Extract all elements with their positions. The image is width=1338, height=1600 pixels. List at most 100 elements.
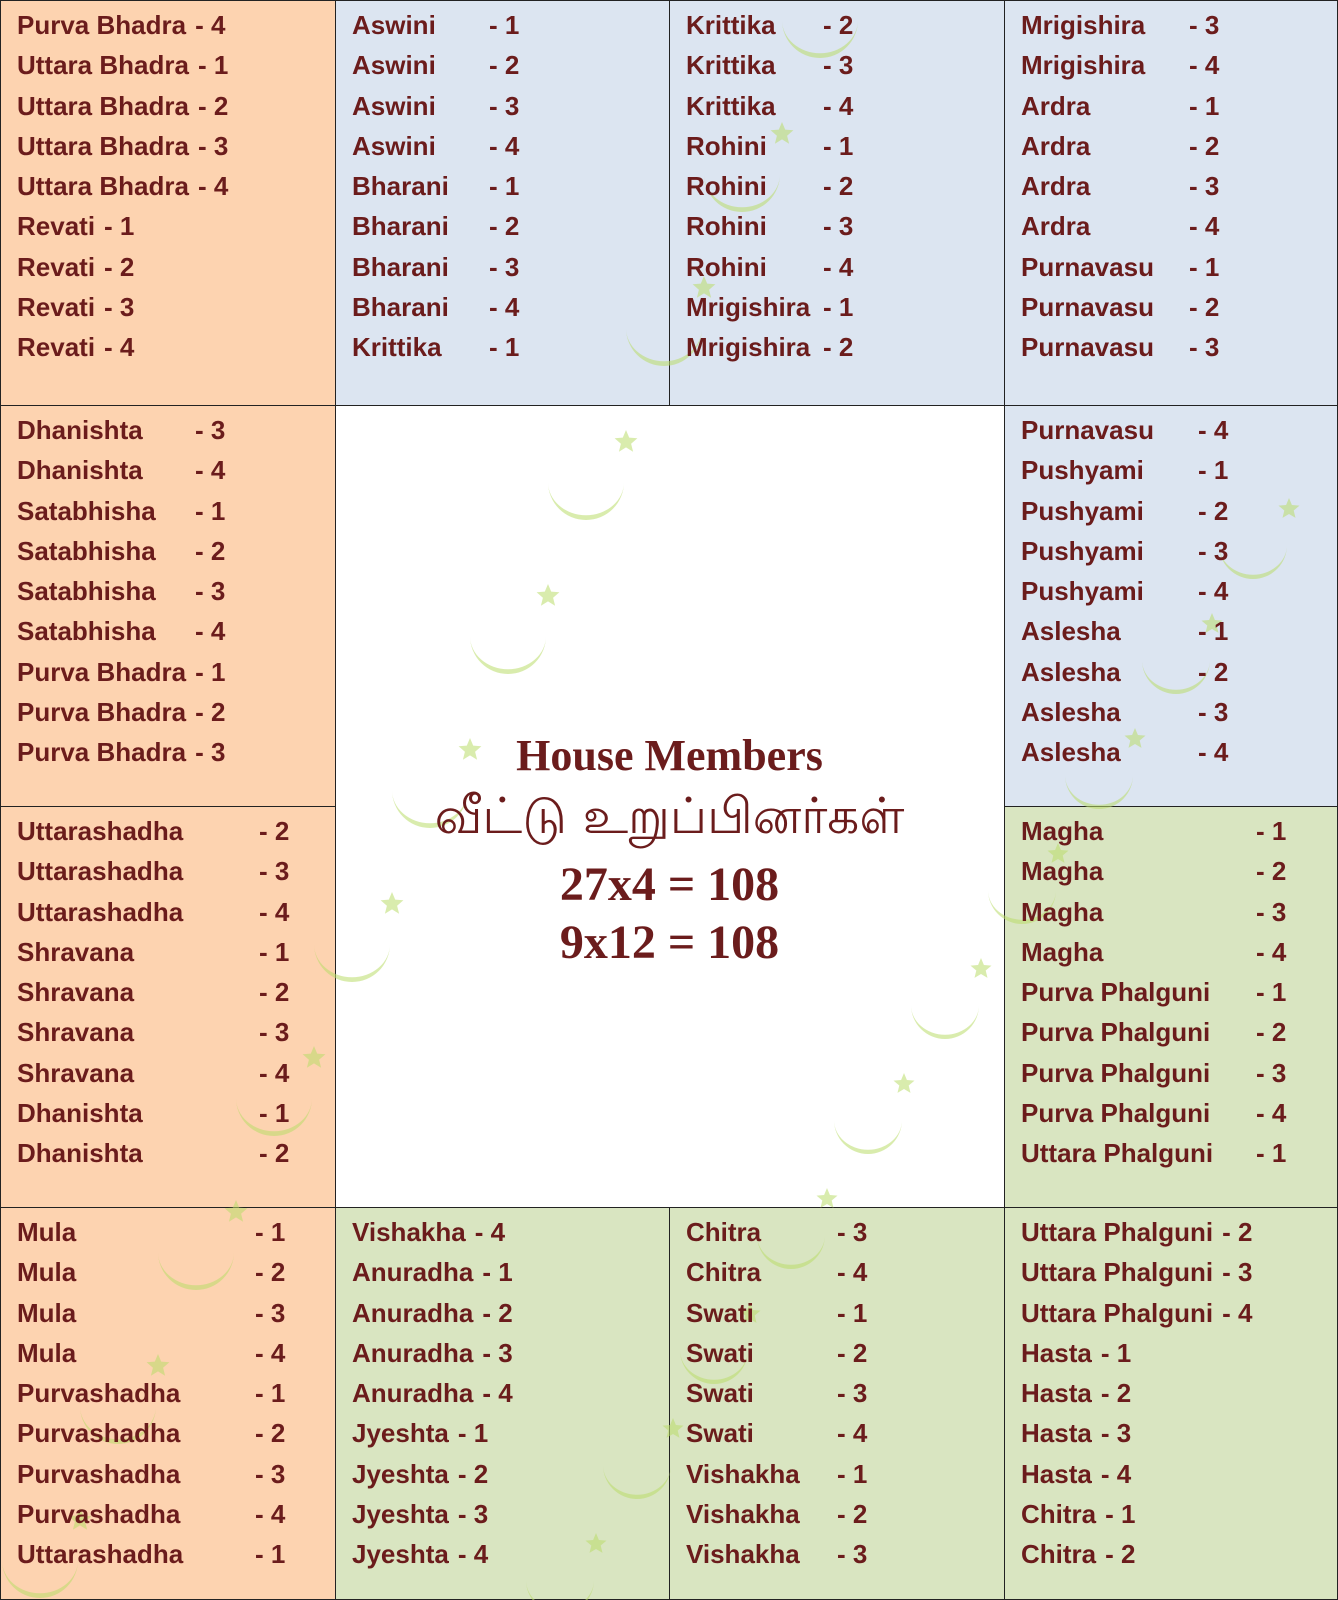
nakshatra-pada: Ardra - 4 — [1021, 206, 1337, 246]
nakshatra-pada: Jyeshta - 4 — [352, 1534, 669, 1574]
nakshatra-pada: Mula - 1 — [17, 1212, 335, 1252]
pada-number: - 3 — [195, 737, 226, 768]
nakshatra-pada: Magha - 3 — [1021, 892, 1337, 932]
nakshatra-name: Aswini — [352, 90, 436, 121]
nakshatra-name: Krittika — [686, 10, 776, 40]
nakshatra-pada: Mula - 3 — [17, 1293, 335, 1333]
pada-number: - 4 — [195, 10, 226, 40]
nakshatra-pada: Dhanishta - 3 — [17, 410, 335, 450]
nakshatra-pada: Vishakha - 1 — [686, 1454, 1004, 1494]
nakshatra-name: Satabhisha — [17, 535, 156, 566]
nakshatra-name: Uttara Bhadra — [17, 171, 189, 202]
nakshatra-pada: Satabhisha - 2 — [17, 531, 335, 571]
pada-number: - 4 — [104, 332, 135, 363]
nakshatra-pada: Revati - 1 — [17, 206, 335, 246]
nakshatra-name: Jyeshta — [352, 1418, 449, 1449]
nakshatra-pada: Hasta - 3 — [1021, 1413, 1337, 1453]
pada-number: - 3 — [837, 1539, 868, 1570]
nakshatra-pada: Pushyami - 1 — [1021, 450, 1337, 490]
pada-number: - 1 — [255, 1539, 286, 1570]
pada-number: - 1 — [259, 1098, 290, 1129]
pada-number: - 1 — [197, 50, 229, 81]
nakshatra-pada: Swati - 4 — [686, 1413, 1004, 1453]
nakshatra-pada: Purva Phalguni - 2 — [1021, 1012, 1337, 1052]
nakshatra-pada: Uttarashadha - 4 — [17, 892, 335, 932]
nakshatra-name: Mula — [17, 1257, 77, 1288]
nakshatra-name: Swati — [686, 1418, 754, 1449]
nakshatra-name: Dhanishta — [17, 1138, 143, 1169]
nakshatra-pada: Satabhisha - 3 — [17, 571, 335, 611]
nakshatra-name: Revati — [17, 332, 96, 363]
pada-number: - 2 — [1198, 495, 1229, 526]
nakshatra-pada: Satabhisha - 4 — [17, 611, 335, 651]
nakshatra-name: Bharani — [352, 292, 449, 323]
pada-number: - 1 — [1100, 1337, 1132, 1368]
pada-number: - 1 — [195, 495, 226, 526]
pada-number: - 3 — [255, 1458, 286, 1489]
nakshatra-pada: Pushyami - 3 — [1021, 531, 1337, 571]
nakshatra-pada: Uttara Phalguni - 1 — [1021, 1133, 1337, 1173]
nakshatra-name: Purva Phalguni — [1021, 1017, 1211, 1048]
pada-number: - 3 — [195, 576, 226, 607]
nakshatra-pada: Uttara Bhadra - 3 — [17, 126, 335, 166]
pada-number: - 1 — [1198, 616, 1229, 647]
pada-number: - 4 — [1100, 1458, 1132, 1489]
pada-number: - 3 — [259, 1017, 290, 1048]
pada-number: - 2 — [1105, 1539, 1136, 1570]
pada-number: - 3 — [837, 1378, 868, 1409]
nakshatra-name: Purvashadha — [17, 1418, 181, 1449]
nakshatra-name: Mula — [17, 1337, 77, 1368]
nakshatra-pada: Vishakha - 3 — [686, 1534, 1004, 1574]
nakshatra-name: Magha — [1021, 856, 1104, 887]
nakshatra-pada: Aswini - 2 — [352, 45, 669, 85]
pada-number: - 2 — [482, 1297, 513, 1328]
nakshatra-pada: Uttarashadha - 2 — [17, 811, 335, 851]
pada-number: - 1 — [489, 10, 520, 40]
pada-number: - 4 — [474, 1217, 506, 1247]
pada-number: - 4 — [837, 1418, 868, 1449]
pada-number: - 4 — [197, 171, 229, 202]
nakshatra-name: Shravana — [17, 1057, 135, 1088]
nakshatra-name: Revati — [17, 211, 96, 242]
nakshatra-pada: Krittika - 1 — [352, 327, 669, 367]
nakshatra-pada: Purnavasu - 2 — [1021, 287, 1337, 327]
nakshatra-name: Aswini — [352, 10, 436, 40]
nakshatra-name: Revati — [17, 251, 96, 282]
pada-number: - 2 — [255, 1257, 286, 1288]
nakshatra-name: Pushyami — [1021, 495, 1144, 526]
pada-number: - 3 — [104, 292, 135, 323]
nakshatra-pada: Hasta - 4 — [1021, 1454, 1337, 1494]
nakshatra-pada: Anuradha - 3 — [352, 1333, 669, 1373]
nakshatra-pada: Magha - 1 — [1021, 811, 1337, 851]
nakshatra-pada: Rohini - 3 — [686, 206, 1004, 246]
pada-number: - 3 — [1100, 1418, 1132, 1449]
nakshatra-name: Uttara Phalguni — [1021, 1217, 1214, 1247]
pada-number: - 2 — [197, 90, 229, 121]
pada-number: - 1 — [1256, 816, 1287, 846]
nakshatra-pada: Chitra - 1 — [1021, 1494, 1337, 1534]
nakshatra-name: Uttarashadha — [17, 1539, 184, 1570]
house-libra: Chitra - 3 Chitra - 4 Swati - 1 Swati - 2 Swati -… — [669, 1207, 1005, 1600]
nakshatra-name: Mula — [17, 1297, 77, 1328]
pada-number: - 1 — [259, 936, 290, 967]
nakshatra-pada: Purnavasu - 4 — [1021, 410, 1337, 450]
pada-number: - 1 — [1198, 455, 1229, 486]
nakshatra-name: Anuradha — [352, 1378, 474, 1409]
nakshatra-name: Aslesha — [1021, 737, 1121, 768]
nakshatra-name: Magha — [1021, 816, 1104, 846]
nakshatra-pada: Purva Phalguni - 3 — [1021, 1053, 1337, 1093]
nakshatra-name: Swati — [686, 1337, 754, 1368]
pada-number: - 4 — [837, 1257, 868, 1288]
nakshatra-name: Uttara Phalguni — [1021, 1297, 1214, 1328]
nakshatra-pada: Jyeshta - 2 — [352, 1454, 669, 1494]
house-gemini: Mrigishira - 3 Mrigishira - 4 Ardra - 1 Ardra -… — [1004, 0, 1338, 406]
nakshatra-pada: Chitra - 4 — [686, 1252, 1004, 1292]
pada-number: - 4 — [1222, 1297, 1253, 1328]
nakshatra-pada: Purva Bhadra - 4 — [17, 5, 335, 45]
pada-number: - 2 — [489, 211, 520, 242]
nakshatra-pada: Uttara Bhadra - 1 — [17, 45, 335, 85]
nakshatra-name: Pushyami — [1021, 535, 1144, 566]
nakshatra-name: Purnavasu — [1021, 415, 1154, 445]
nakshatra-name: Hasta — [1021, 1418, 1092, 1449]
nakshatra-pada: Aslesha - 2 — [1021, 652, 1337, 692]
